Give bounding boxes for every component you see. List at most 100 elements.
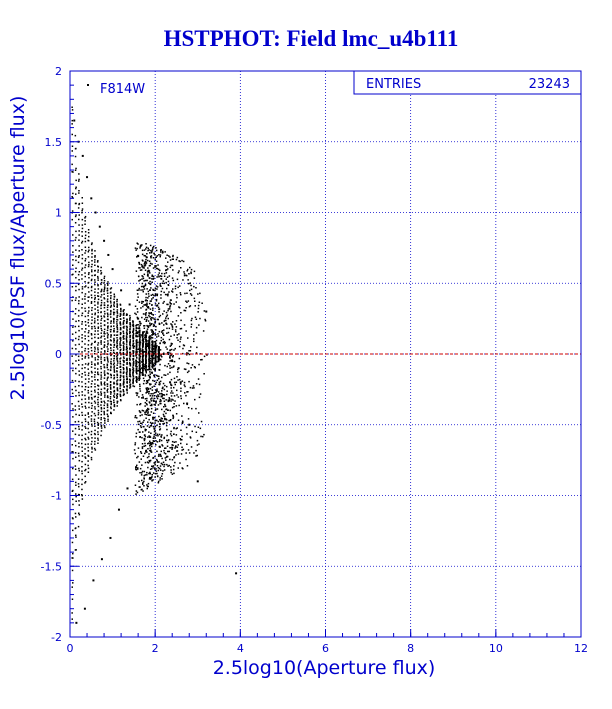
- data-point: [103, 372, 106, 374]
- data-point: [196, 439, 199, 442]
- data-point: [190, 367, 192, 369]
- data-point: [145, 340, 147, 342]
- data-point: [145, 338, 147, 340]
- data-point: [145, 243, 147, 245]
- data-point: [180, 390, 182, 392]
- data-point: [123, 381, 125, 383]
- data-point: [143, 327, 146, 329]
- y-tick-label-6: 1: [55, 207, 62, 220]
- data-point: [149, 360, 152, 362]
- data-point: [185, 274, 187, 277]
- data-point: [113, 304, 115, 306]
- data-point: [148, 364, 150, 367]
- data-point: [187, 268, 189, 271]
- data-point: [81, 394, 84, 396]
- data-point: [126, 361, 128, 364]
- data-point: [116, 341, 118, 343]
- data-point: [81, 269, 83, 271]
- data-point: [165, 272, 168, 274]
- y-tick-label-3: -0.5: [41, 419, 62, 432]
- data-point: [98, 225, 101, 228]
- data-point: [94, 261, 96, 263]
- data-point: [100, 273, 102, 275]
- data-point: [122, 342, 124, 344]
- data-point: [163, 282, 165, 285]
- data-point: [152, 456, 155, 459]
- data-point: [71, 569, 74, 572]
- data-point: [123, 357, 125, 360]
- data-point: [88, 330, 90, 332]
- data-point: [172, 254, 174, 257]
- data-point: [158, 378, 160, 380]
- data-point: [169, 409, 171, 412]
- data-point: [103, 293, 105, 295]
- data-point: [88, 378, 90, 380]
- data-point: [154, 287, 157, 290]
- data-point: [137, 296, 139, 298]
- data-point: [163, 465, 165, 468]
- data-point: [146, 409, 148, 411]
- data-point: [177, 315, 180, 317]
- data-point: [74, 299, 77, 301]
- data-point: [149, 264, 151, 267]
- data-point: [110, 320, 112, 322]
- data-point: [149, 468, 152, 470]
- data-point: [77, 283, 80, 286]
- data-point: [170, 471, 172, 474]
- data-point: [84, 310, 87, 312]
- data-point: [109, 385, 112, 387]
- data-point: [139, 329, 141, 332]
- data-point: [147, 270, 149, 272]
- data-point: [184, 392, 186, 394]
- data-point: [81, 257, 84, 260]
- data-point: [119, 344, 121, 346]
- data-point: [135, 340, 137, 342]
- data-point: [78, 434, 80, 436]
- data-point: [94, 259, 96, 261]
- data-point: [167, 353, 169, 355]
- data-point: [146, 471, 148, 474]
- data-point: [139, 341, 142, 344]
- data-point: [197, 426, 200, 428]
- data-point: [150, 316, 153, 319]
- data-point: [153, 365, 156, 367]
- data-point: [132, 371, 134, 374]
- data-point: [107, 418, 109, 421]
- data-point: [171, 324, 173, 326]
- data-point: [157, 480, 160, 483]
- data-point: [97, 327, 99, 329]
- data-point: [90, 266, 93, 268]
- data-point: [159, 428, 162, 430]
- data-point: [106, 364, 109, 367]
- data-point: [94, 327, 96, 330]
- data-point: [103, 302, 106, 304]
- data-point: [90, 418, 93, 420]
- data-point: [87, 332, 90, 334]
- y-tick-label-0: -2: [51, 631, 62, 644]
- data-point: [125, 388, 128, 391]
- data-point: [75, 179, 77, 182]
- data-point: [148, 360, 151, 362]
- data-point: [97, 298, 100, 301]
- data-point: [153, 435, 155, 438]
- data-point: [144, 405, 146, 407]
- data-point: [181, 420, 184, 422]
- data-point: [106, 404, 109, 407]
- data-point: [144, 334, 146, 336]
- data-point: [119, 346, 121, 348]
- data-point: [122, 384, 125, 386]
- data-point: [168, 275, 171, 277]
- data-point: [110, 365, 112, 368]
- data-point: [132, 340, 134, 343]
- data-point: [175, 381, 178, 383]
- data-point: [136, 349, 138, 351]
- data-point: [145, 410, 147, 412]
- data-point: [143, 273, 146, 276]
- data-point: [172, 366, 175, 368]
- data-point: [138, 373, 141, 375]
- data-point: [113, 331, 115, 333]
- data-point: [104, 396, 106, 398]
- data-point: [97, 362, 99, 364]
- data-point: [126, 392, 128, 394]
- data-point: [153, 392, 156, 394]
